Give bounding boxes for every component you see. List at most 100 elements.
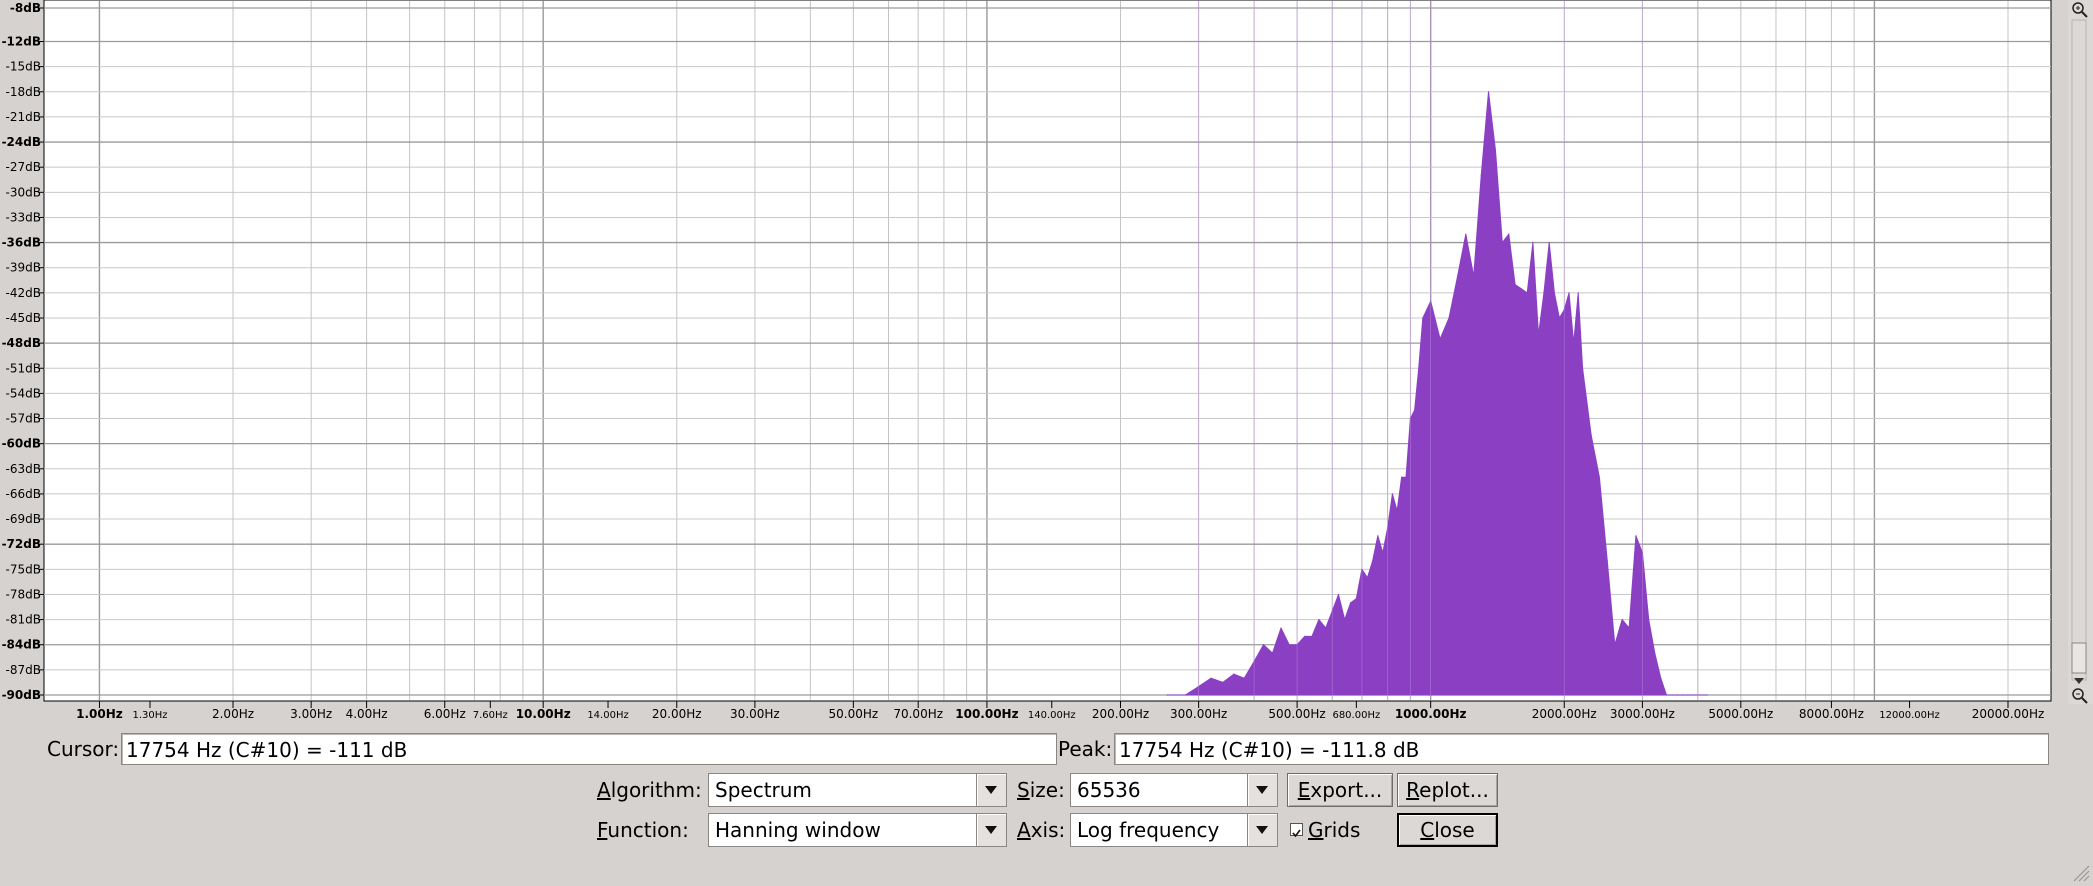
peak-value-field[interactable]: 17754 Hz (C#10) = -111.8 dB bbox=[1114, 733, 2049, 765]
spectrum-point bbox=[1405, 476, 1407, 478]
spectrum-point bbox=[1558, 317, 1560, 319]
x-tick-label: 2000.00Hz bbox=[1532, 707, 1597, 721]
replot-button[interactable]: Replot... bbox=[1397, 773, 1498, 807]
y-tick-label: -57dB bbox=[6, 412, 41, 426]
y-tick-label: -33dB bbox=[6, 210, 41, 224]
chevron-down-icon bbox=[1256, 826, 1268, 834]
spectrum-point bbox=[1401, 476, 1403, 478]
spectrum-point bbox=[1537, 334, 1540, 336]
x-tick-label: 2.00Hz bbox=[212, 707, 254, 721]
spectrum-point bbox=[1366, 577, 1368, 579]
spectrum-point bbox=[1166, 694, 1168, 696]
scroll-down-icon[interactable] bbox=[2074, 678, 2084, 684]
y-tick-label: -21dB bbox=[6, 110, 41, 124]
x-axis: 1.00Hz 1.30Hz 2.00Hz 3.00Hz 4.00Hz 6.00Hz 7.60… bbox=[44, 700, 2051, 721]
zoom-in-icon[interactable] bbox=[2072, 2, 2088, 18]
cursor-value-field[interactable]: 17754 Hz (C#10) = -111 dB bbox=[121, 733, 1057, 765]
spectrum-point bbox=[1494, 149, 1497, 151]
y-tick-label: -60dB bbox=[2, 437, 41, 451]
chevron-down-icon bbox=[1256, 786, 1268, 794]
y-tick-label: -72dB bbox=[2, 537, 41, 551]
x-tick-label: 50.00Hz bbox=[829, 707, 879, 721]
algorithm-label-rest: lgorithm: bbox=[610, 778, 702, 802]
y-tick-label: -36dB bbox=[2, 236, 41, 250]
close-button[interactable]: Close bbox=[1397, 813, 1498, 847]
size-label: Size: bbox=[1017, 778, 1065, 802]
export-button[interactable]: Export... bbox=[1287, 773, 1393, 807]
x-tick-label: 500.00Hz bbox=[1268, 707, 1325, 721]
x-tick-label: 8000.00Hz bbox=[1799, 707, 1864, 721]
y-tick-label: -75dB bbox=[6, 562, 41, 576]
resize-grip-icon[interactable] bbox=[2070, 862, 2090, 882]
spectrum-point bbox=[1553, 292, 1555, 294]
spectrum-point bbox=[1577, 292, 1579, 294]
y-tick-label: -18dB bbox=[6, 85, 41, 99]
algorithm-select[interactable]: Spectrum bbox=[708, 773, 1007, 807]
vertical-zoom-scrollbar[interactable] bbox=[2068, 0, 2093, 704]
zoom-out-icon[interactable] bbox=[2072, 688, 2088, 704]
spectrum-point bbox=[1350, 602, 1352, 604]
grids-checkbox[interactable] bbox=[1290, 823, 1303, 838]
size-dropdown-button[interactable] bbox=[1247, 774, 1277, 806]
spectrum-point bbox=[1660, 677, 1662, 679]
spectrum-point bbox=[1439, 338, 1441, 340]
spectrum-point bbox=[1692, 694, 1694, 696]
y-tick-label: -90dB bbox=[2, 688, 41, 702]
spectrum-point bbox=[1514, 283, 1516, 286]
algorithm-dropdown-button[interactable] bbox=[976, 774, 1006, 806]
function-select-value: Hanning window bbox=[715, 818, 881, 842]
spectrum-point bbox=[1614, 644, 1616, 646]
scrollbar-thumb[interactable] bbox=[2071, 642, 2087, 674]
spectrum-point bbox=[1210, 677, 1212, 679]
y-tick-label: -48dB bbox=[2, 336, 41, 350]
y-tick-label: -69dB bbox=[6, 512, 41, 526]
spectrum-point bbox=[1520, 288, 1522, 290]
spectrum-point bbox=[1414, 409, 1416, 411]
algorithm-select-value: Spectrum bbox=[715, 778, 812, 802]
spectrum-point bbox=[1418, 367, 1420, 369]
spectrum-point bbox=[1271, 652, 1274, 654]
spectrum-point bbox=[1311, 635, 1313, 638]
spectrum-point bbox=[1687, 694, 1689, 696]
function-dropdown-button[interactable] bbox=[976, 814, 1006, 846]
spectrum-point bbox=[1372, 560, 1374, 562]
y-tick-label: -12dB bbox=[2, 35, 41, 49]
y-tick-label: -66dB bbox=[6, 487, 41, 501]
x-tick-label: 1.00Hz bbox=[76, 707, 123, 721]
y-tick-label: -27dB bbox=[6, 160, 41, 174]
spectrum-point bbox=[1548, 242, 1550, 244]
y-tick-label: -24dB bbox=[2, 135, 41, 149]
y-tick-label: -54dB bbox=[6, 386, 41, 400]
spectrum-plot-area[interactable]: -8dB -12dB -15dB -18dB -21dB -24dB -27dB -30dB -… bbox=[0, 0, 2093, 722]
y-tick-label: -87dB bbox=[6, 663, 41, 677]
spectrum-point bbox=[1318, 619, 1320, 621]
axis-label: Axis: bbox=[1017, 818, 1066, 842]
function-select[interactable]: Hanning window bbox=[708, 813, 1007, 847]
spectrum-point bbox=[1184, 694, 1186, 696]
x-tick-label: 200.00Hz bbox=[1092, 707, 1149, 721]
chevron-down-icon bbox=[985, 826, 997, 834]
spectrum-point bbox=[1543, 292, 1545, 294]
axis-dropdown-button[interactable] bbox=[1247, 814, 1277, 846]
spectrum-point bbox=[1457, 275, 1459, 277]
x-tick-label: 3000.00Hz bbox=[1610, 707, 1675, 721]
plot-background bbox=[43, 0, 2052, 702]
checkmark-icon bbox=[1292, 829, 1301, 838]
spectrum-chart[interactable]: -8dB -12dB -15dB -18dB -21dB -24dB -27dB -30dB -… bbox=[0, 0, 2093, 722]
spectrum-point bbox=[1473, 275, 1475, 277]
spectrum-point bbox=[1382, 552, 1384, 554]
spectrum-point bbox=[1480, 175, 1482, 177]
size-select[interactable]: 65536 bbox=[1070, 773, 1278, 807]
axis-select[interactable]: Log frequency bbox=[1070, 813, 1278, 847]
spectrum-point bbox=[1621, 619, 1623, 621]
x-tick-label: 100.00Hz bbox=[955, 707, 1018, 721]
grids-label[interactable]: Grids bbox=[1308, 818, 1361, 842]
x-tick-label: 14.00Hz bbox=[587, 710, 628, 721]
y-tick-label: -84dB bbox=[2, 638, 41, 652]
y-tick-label: -8dB bbox=[10, 1, 41, 15]
algorithm-label: Algorithm: bbox=[597, 778, 702, 802]
y-tick-label: -42dB bbox=[6, 286, 41, 300]
spectrum-point bbox=[1501, 242, 1503, 244]
x-tick-label: 5000.00Hz bbox=[1708, 707, 1773, 721]
spectrum-point bbox=[1706, 694, 1708, 696]
